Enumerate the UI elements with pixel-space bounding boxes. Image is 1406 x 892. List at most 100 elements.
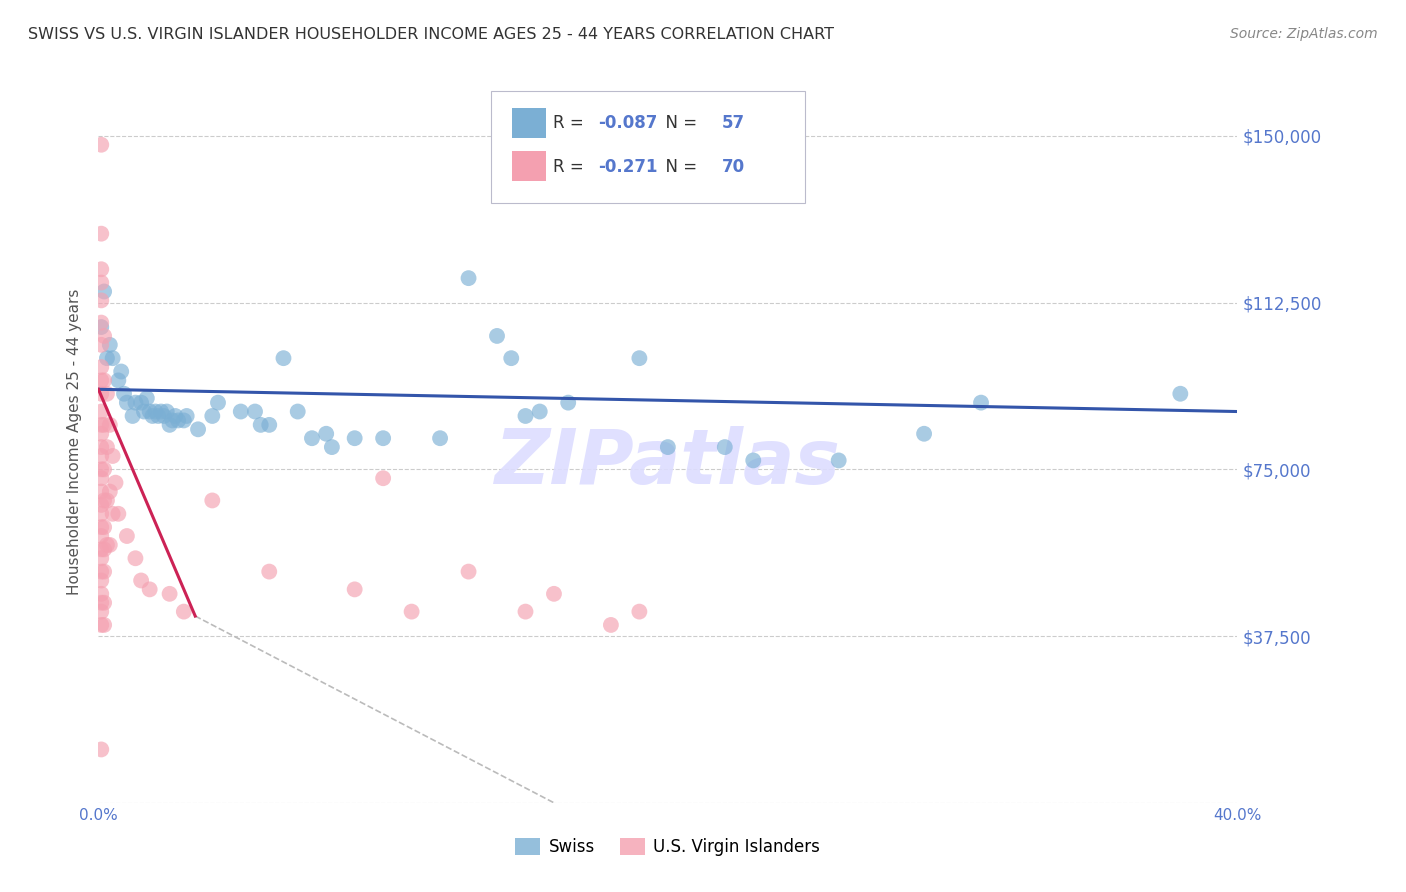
Point <box>90 574 112 588</box>
Point <box>167 413 190 427</box>
Point <box>90 565 112 579</box>
Point <box>457 565 479 579</box>
Point <box>90 227 112 241</box>
Point <box>150 404 173 418</box>
Point <box>259 417 281 432</box>
Point <box>229 404 252 418</box>
Point <box>93 285 115 299</box>
Point <box>90 404 112 418</box>
Point <box>176 409 198 423</box>
Point <box>104 475 127 490</box>
Point <box>429 431 451 445</box>
Point <box>543 587 565 601</box>
Point <box>93 329 115 343</box>
Point <box>101 351 124 366</box>
Point <box>90 529 112 543</box>
Point <box>1170 386 1192 401</box>
Point <box>187 422 209 436</box>
Point <box>96 351 118 366</box>
Point <box>93 373 115 387</box>
Point <box>138 582 160 597</box>
Bar <box>512 108 546 138</box>
Point <box>287 404 309 418</box>
Point <box>98 338 121 352</box>
Point <box>90 542 112 557</box>
Point <box>301 431 323 445</box>
Point <box>90 596 112 610</box>
Point <box>628 605 651 619</box>
Point <box>243 404 266 418</box>
Point <box>714 440 737 454</box>
Point <box>145 404 167 418</box>
Point <box>90 587 112 601</box>
Point <box>557 395 579 409</box>
Point <box>315 426 337 441</box>
Point <box>93 417 115 432</box>
Point <box>162 413 184 427</box>
Point <box>207 395 229 409</box>
Point <box>110 364 132 378</box>
Point <box>90 462 112 476</box>
Point <box>96 538 118 552</box>
Point <box>93 565 115 579</box>
Point <box>90 386 112 401</box>
Point <box>657 440 679 454</box>
Point <box>742 453 765 467</box>
Text: ZIPatlas: ZIPatlas <box>495 426 841 500</box>
Point <box>124 551 146 566</box>
Point <box>259 565 281 579</box>
Point <box>159 417 181 432</box>
Point <box>115 395 138 409</box>
Point <box>93 618 115 632</box>
Point <box>93 542 115 557</box>
Text: -0.087: -0.087 <box>599 114 658 132</box>
Point <box>970 395 993 409</box>
Point <box>343 582 366 597</box>
Point <box>90 618 112 632</box>
Point <box>90 293 112 308</box>
Text: R =: R = <box>553 114 589 132</box>
Text: -0.271: -0.271 <box>599 158 658 176</box>
Point <box>98 538 121 552</box>
Point <box>156 404 179 418</box>
Point <box>173 413 195 427</box>
Point <box>93 462 115 476</box>
Text: Source: ZipAtlas.com: Source: ZipAtlas.com <box>1230 27 1378 41</box>
Point <box>90 262 112 277</box>
Point <box>90 507 112 521</box>
Point <box>501 351 523 366</box>
Point <box>112 386 135 401</box>
Point <box>165 409 187 423</box>
Point <box>273 351 295 366</box>
Point <box>98 417 121 432</box>
Point <box>373 471 395 485</box>
Point <box>90 417 112 432</box>
Point <box>90 338 112 352</box>
Point <box>141 409 163 423</box>
Point <box>457 271 479 285</box>
Text: 70: 70 <box>721 158 745 176</box>
Bar <box>512 151 546 181</box>
Y-axis label: Householder Income Ages 25 - 44 years: Householder Income Ages 25 - 44 years <box>67 288 83 595</box>
Point <box>148 409 170 423</box>
Point <box>321 440 343 454</box>
Point <box>90 471 112 485</box>
Point <box>129 395 152 409</box>
Point <box>90 440 112 454</box>
Point <box>628 351 651 366</box>
Point <box>101 449 124 463</box>
Point <box>159 587 181 601</box>
Point <box>515 605 537 619</box>
Point <box>90 320 112 334</box>
Point <box>90 316 112 330</box>
Point <box>93 520 115 534</box>
Point <box>121 409 143 423</box>
Point <box>90 551 112 566</box>
Point <box>138 404 160 418</box>
Point <box>201 493 224 508</box>
Point <box>515 409 537 423</box>
Text: SWISS VS U.S. VIRGIN ISLANDER HOUSEHOLDER INCOME AGES 25 - 44 YEARS CORRELATION : SWISS VS U.S. VIRGIN ISLANDER HOUSEHOLDE… <box>28 27 834 42</box>
Legend: Swiss, U.S. Virgin Islanders: Swiss, U.S. Virgin Islanders <box>509 831 827 863</box>
Point <box>90 484 112 499</box>
Point <box>132 404 155 418</box>
